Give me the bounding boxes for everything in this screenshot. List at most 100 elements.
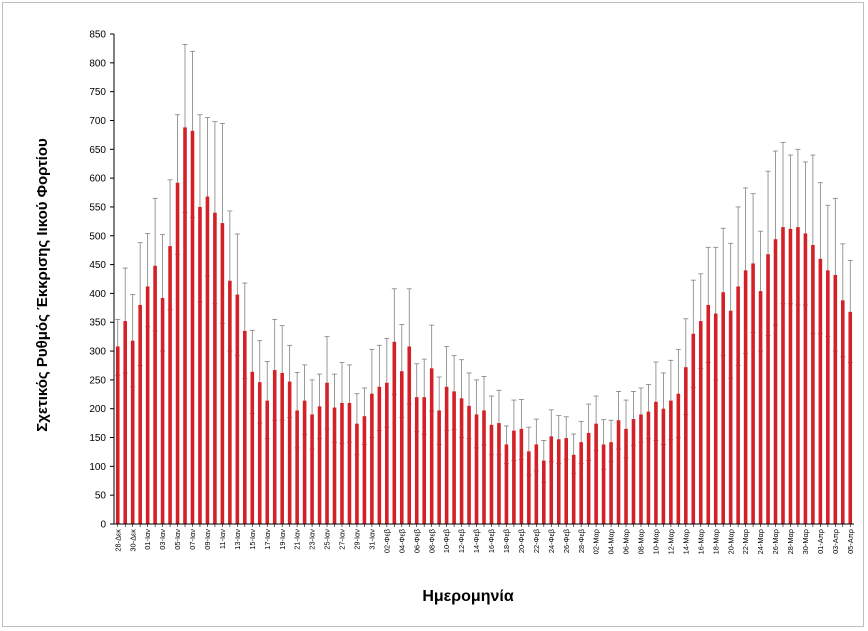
bar xyxy=(497,423,501,524)
bar xyxy=(205,196,210,525)
x-tick-label: 28-Μαρ xyxy=(786,529,795,554)
x-tick-label: 04-Φεβ xyxy=(397,529,406,553)
x-tick-label: 01-Ιαν xyxy=(143,529,152,550)
x-tick-label: 24-Φεβ xyxy=(547,529,556,553)
bar xyxy=(317,406,322,524)
bar xyxy=(153,265,157,524)
y-tick-label: 350 xyxy=(89,318,106,329)
bar xyxy=(758,291,763,524)
x-axis-ticks: 28-Δεκ 30-Δεκ 01-Ιαν 03-Ιαν 05-Ιαν 07-Ιαν 09-Ι… xyxy=(113,524,855,554)
y-tick-label: 100 xyxy=(89,462,106,473)
bar xyxy=(459,398,464,524)
bar xyxy=(728,310,733,524)
bar xyxy=(586,432,591,524)
x-tick-label: 01-Απρ xyxy=(816,529,825,554)
bar xyxy=(385,382,389,524)
bar xyxy=(243,330,247,524)
bar xyxy=(287,381,292,524)
x-tick-label: 04-Μαρ xyxy=(607,529,616,554)
x-tick-label: 15-Ιαν xyxy=(248,529,257,550)
x-tick-label: 20-Μαρ xyxy=(726,529,735,554)
bar xyxy=(616,420,621,524)
bar xyxy=(781,227,785,524)
bar xyxy=(527,451,531,524)
x-tick-label: 29-Ιαν xyxy=(353,529,362,550)
x-tick-label: 10-Μαρ xyxy=(652,529,661,554)
x-tick-label: 02-Μαρ xyxy=(592,529,601,554)
bar xyxy=(429,368,434,524)
bar xyxy=(788,228,793,525)
x-tick-label: 02-Φεβ xyxy=(382,529,391,553)
bar xyxy=(721,292,725,524)
bar xyxy=(175,182,180,524)
bar xyxy=(467,405,471,524)
bar xyxy=(766,254,770,524)
bar xyxy=(796,227,800,524)
bar xyxy=(691,333,696,524)
x-tick-label: 16-Μαρ xyxy=(696,529,705,554)
x-tick-label: 16-Φεβ xyxy=(487,529,496,553)
bar xyxy=(422,397,426,524)
x-tick-label: 06-Μαρ xyxy=(622,529,631,554)
bar xyxy=(706,304,711,524)
y-tick-label: 200 xyxy=(89,404,106,415)
bar xyxy=(556,439,561,524)
x-tick-label: 18-Μαρ xyxy=(711,529,720,554)
bar xyxy=(840,300,845,524)
bar xyxy=(594,423,598,524)
x-tick-label: 17-Ιαν xyxy=(263,529,272,550)
bar xyxy=(370,393,374,524)
x-tick-label: 09-Ιαν xyxy=(203,529,212,550)
bar xyxy=(631,419,636,524)
x-tick-label: 30-Μαρ xyxy=(801,529,810,554)
bar xyxy=(392,341,397,524)
y-tick-label: 450 xyxy=(89,260,106,271)
bar xyxy=(751,263,755,524)
x-tick-label: 22-Φεβ xyxy=(532,529,541,553)
bar xyxy=(773,239,778,525)
y-tick-label: 550 xyxy=(89,202,106,213)
bar xyxy=(190,130,195,525)
bar xyxy=(818,258,823,524)
bar xyxy=(377,386,382,524)
bar xyxy=(811,244,815,525)
y-tick-label: 150 xyxy=(89,433,106,444)
bar xyxy=(669,400,673,524)
bar xyxy=(639,414,643,524)
bar xyxy=(160,298,165,524)
x-axis-title: Ημερομηνία xyxy=(422,588,514,605)
bar xyxy=(833,274,838,524)
y-tick-label: 250 xyxy=(89,375,106,386)
x-tick-label: 12-Φεβ xyxy=(457,529,466,553)
bar xyxy=(736,286,740,524)
bar xyxy=(407,346,412,524)
bar xyxy=(444,386,449,524)
y-tick-label: 650 xyxy=(89,145,106,156)
y-tick-label: 600 xyxy=(89,174,106,185)
bar xyxy=(302,400,307,524)
y-tick-label: 500 xyxy=(89,231,106,242)
bar xyxy=(145,286,150,524)
bar xyxy=(228,280,232,524)
bar xyxy=(257,382,262,524)
y-tick-label: 800 xyxy=(89,58,106,69)
x-tick-label: 19-Ιαν xyxy=(278,529,287,550)
bar xyxy=(482,410,486,524)
bar xyxy=(168,246,172,524)
bar xyxy=(123,321,128,524)
x-tick-label: 18-Φεβ xyxy=(502,529,511,553)
bar xyxy=(489,424,494,524)
x-tick-label: 30-Δεκ xyxy=(128,529,137,552)
x-tick-label: 26-Μαρ xyxy=(771,529,780,554)
x-tick-label: 25-Ιαν xyxy=(323,529,332,550)
bar xyxy=(310,414,314,524)
x-tick-label: 14-Φεβ xyxy=(472,529,481,553)
x-tick-label: 11-Ιαν xyxy=(218,529,227,549)
x-tick-label: 14-Μαρ xyxy=(681,529,690,554)
bar xyxy=(347,402,352,524)
bar xyxy=(325,382,329,524)
bar xyxy=(646,411,651,524)
y-tick-label: 50 xyxy=(95,491,107,502)
bar xyxy=(826,270,830,524)
x-tick-label: 08-Φεβ xyxy=(427,529,436,553)
